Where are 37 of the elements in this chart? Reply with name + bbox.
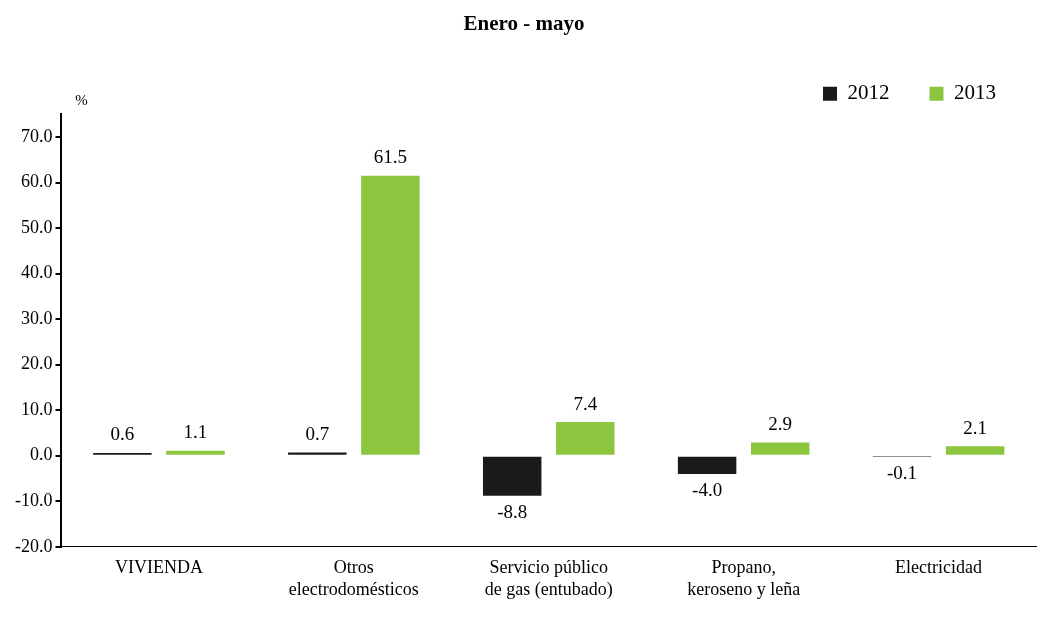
bar	[556, 422, 615, 455]
data-label: -4.0	[692, 479, 723, 501]
y-tick-label: 60.0	[20, 171, 53, 192]
y-tick-label: 70.0	[20, 125, 53, 146]
x-tick-label: Servicio público de gas (entubado)	[484, 557, 613, 600]
data-label: 2.1	[963, 416, 987, 438]
y-tick-label: -10.0	[14, 490, 53, 510]
y-tick-label: 20.0	[20, 353, 53, 374]
y-tick-label: 0.0	[29, 444, 53, 465]
x-tick-label: VIVIENDA	[114, 557, 203, 578]
data-label: 0.6	[110, 423, 135, 445]
y-tick-label: -20.0	[14, 535, 53, 556]
bar	[166, 450, 225, 455]
data-label: 61.5	[373, 146, 408, 168]
y-axis-title: %	[75, 91, 88, 108]
y-tick-label: 50.0	[20, 216, 53, 237]
y-tick-label: 30.0	[20, 307, 53, 328]
legend-label: 2012	[847, 80, 890, 105]
y-tick-label: 40.0	[20, 262, 53, 283]
y-tick-label: 10.0	[20, 398, 53, 419]
data-label: 1.1	[183, 421, 208, 443]
bar	[482, 456, 542, 496]
bar	[945, 446, 1005, 455]
data-label: -0.1	[886, 461, 918, 483]
data-label: 7.4	[573, 392, 598, 414]
bar	[361, 175, 420, 455]
bar	[288, 452, 347, 455]
bar	[750, 442, 810, 455]
x-tick-label: Otros electrodomésticos	[288, 557, 419, 599]
bar	[677, 456, 737, 474]
data-label: -8.8	[497, 501, 528, 523]
data-label: 0.7	[305, 423, 330, 445]
x-tick-label: Electricidad	[895, 557, 983, 578]
data-label: 2.9	[768, 413, 793, 435]
legend-label: 2013	[954, 80, 996, 105]
x-tick-label: Propano, keroseno y leña	[687, 557, 801, 599]
chart-title: Enero - mayo	[463, 11, 585, 36]
